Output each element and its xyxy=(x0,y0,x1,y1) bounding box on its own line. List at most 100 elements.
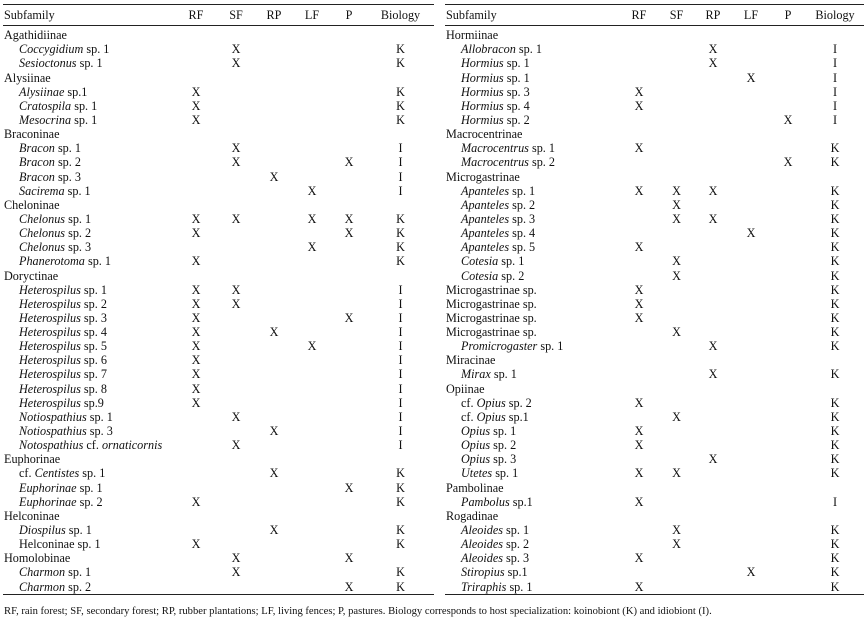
subfamily-row: Macrocentrinae xyxy=(445,127,864,141)
taxon-text: Microgastrinae sp. xyxy=(446,310,537,325)
species-name: Phanerotoma sp. 1 xyxy=(3,254,175,268)
biology-cell xyxy=(806,26,864,43)
p-cell xyxy=(770,396,806,410)
taxon-text: sp. 1 xyxy=(84,254,111,269)
lf-cell xyxy=(732,509,770,523)
lf-cell xyxy=(293,56,331,70)
species-row: Cratospila sp. 1 X K xyxy=(3,99,434,113)
subfamily-name: Homolobinae xyxy=(3,551,175,565)
species-row: Heterospilus sp. 6 X I xyxy=(3,353,434,367)
taxon-italic: Heterospilus xyxy=(19,325,81,340)
rf-cell xyxy=(175,438,217,452)
lf-cell: X xyxy=(307,339,317,354)
lf-cell xyxy=(293,509,331,523)
taxon-text: Miracinae xyxy=(446,353,496,368)
rf-cell xyxy=(175,42,217,56)
species-name: Triraphis sp. 1 xyxy=(445,579,619,595)
taxon-text: cf. xyxy=(461,395,477,410)
rf-cell xyxy=(175,71,217,85)
rf-cell: X xyxy=(191,296,201,311)
sf-cell: X xyxy=(672,537,681,552)
species-name: Heterospilus sp. 5 xyxy=(3,339,175,353)
species-row: Hormius sp. 4 X I xyxy=(445,99,864,113)
sf-cell xyxy=(659,85,694,99)
species-row: Cotesia sp. 1 X K xyxy=(445,254,864,268)
p-cell xyxy=(770,283,806,297)
rf-cell: X xyxy=(634,438,644,453)
biology-cell: K xyxy=(396,240,405,255)
rp-cell xyxy=(694,382,732,396)
biology-cell: K xyxy=(830,466,840,481)
biology-cell: I xyxy=(398,141,403,156)
species-name: cf. Opius sp.1 xyxy=(445,410,619,424)
subfamily-name: Opiinae xyxy=(445,382,619,396)
taxon-text: sp. 3 xyxy=(503,84,530,99)
subfamily-name: Agathidiinae xyxy=(3,26,175,43)
lf-cell xyxy=(293,579,331,595)
taxon-text: sp. 1 xyxy=(65,565,92,580)
sf-cell xyxy=(659,127,694,141)
p-cell xyxy=(331,523,367,537)
species-row: Cotesia sp. 2 X K xyxy=(445,268,864,283)
p-cell xyxy=(331,170,367,184)
taxon-italic: Apanteles xyxy=(461,240,510,255)
sf-cell xyxy=(659,26,694,43)
lf-cell xyxy=(293,99,331,113)
lf-cell xyxy=(732,283,770,297)
taxon-italic: Euphorinae xyxy=(19,494,77,509)
taxon-italic: Hormius xyxy=(461,84,504,99)
p-cell xyxy=(331,452,367,466)
subfamily-name: Microgastrinae sp. xyxy=(445,297,619,311)
biology-cell: K xyxy=(830,367,840,382)
species-name: Allobracon sp. 1 xyxy=(445,42,619,56)
subfamily-row: Homolobinae X X xyxy=(3,551,434,565)
rp-cell xyxy=(255,565,293,579)
taxon-italic: Cratospila xyxy=(19,98,72,113)
subfamily-row: Helconinae xyxy=(3,509,434,523)
sf-cell xyxy=(217,311,255,325)
p-cell xyxy=(331,26,367,43)
taxon-text: Pambolinae xyxy=(446,480,504,495)
sf-cell xyxy=(659,283,694,297)
p-cell xyxy=(770,565,806,579)
lf-cell xyxy=(732,268,770,282)
species-row: Chelonus sp. 1 X X X X K xyxy=(3,212,434,226)
biology-cell: K xyxy=(830,452,840,467)
species-row: Chelonus sp. 3 X K xyxy=(3,240,434,254)
p-cell xyxy=(331,353,367,367)
rf-cell: X xyxy=(191,325,201,340)
rp-cell xyxy=(694,481,732,495)
species-row: Bracon sp. 1 X I xyxy=(3,141,434,155)
taxon-italic: Pambolus xyxy=(461,494,510,509)
taxon-text: sp. 1 xyxy=(76,480,103,495)
species-row: Notiospathius sp. 3 X I xyxy=(3,424,434,438)
rp-cell xyxy=(694,396,732,410)
taxon-italic: Aleoides xyxy=(461,523,503,538)
rp-cell xyxy=(255,198,293,212)
biology-cell: K xyxy=(830,424,840,439)
rf-cell xyxy=(175,184,217,198)
p-cell xyxy=(331,184,367,198)
biology-cell: I xyxy=(398,282,403,297)
sf-cell xyxy=(217,170,255,184)
species-name: Aleoides sp. 1 xyxy=(445,523,619,537)
rp-cell xyxy=(255,297,293,311)
rf-cell xyxy=(175,240,217,254)
taxon-text: cf. xyxy=(461,409,477,424)
sf-cell xyxy=(217,226,255,240)
taxon-italic: Opius xyxy=(461,424,491,439)
species-name: Hormius sp. 4 xyxy=(445,99,619,113)
p-cell xyxy=(331,396,367,410)
species-row: Apanteles sp. 5 X K xyxy=(445,240,864,254)
subfamily-row: Miracinae xyxy=(445,353,864,367)
sf-cell xyxy=(217,325,255,339)
taxon-text: sp. 1 xyxy=(498,254,525,269)
rf-cell xyxy=(619,42,659,56)
subfamily-row: Doryctinae xyxy=(3,268,434,283)
rf-cell xyxy=(619,113,659,127)
rf-cell: X xyxy=(634,310,644,325)
rf-cell xyxy=(175,198,217,212)
sf-cell xyxy=(217,268,255,282)
subfamily-row: Hormiinae xyxy=(445,26,864,43)
biology-cell: K xyxy=(830,565,840,580)
